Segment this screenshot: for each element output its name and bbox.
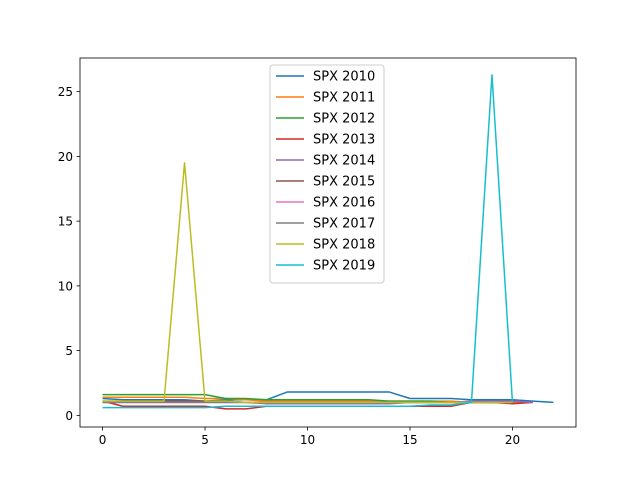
y-tick-label: 25 <box>58 85 73 99</box>
x-tick-label: 5 <box>201 433 209 447</box>
legend-label-2: SPX 2011 <box>313 91 375 106</box>
legend: SPX 2010 SPX 2011 SPX 2012 SPX 2013 SPX 2014… <box>269 64 385 284</box>
y-tick-label: 5 <box>65 344 73 358</box>
legend-label-1: SPX 2010 <box>313 70 375 85</box>
y-tick-label: 0 <box>65 409 73 423</box>
x-tick-label: 10 <box>300 433 315 447</box>
x-tick-label: 0 <box>99 433 107 447</box>
x-tick-label: 20 <box>505 433 520 447</box>
axes: 0 5 10 15 20 0 5 10 15 20 25 <box>58 57 577 447</box>
y-tick-label: 15 <box>58 215 73 229</box>
legend-label-6: SPX 2015 <box>313 175 375 190</box>
plot-lines <box>102 74 554 410</box>
legend-box <box>269 64 385 284</box>
legend-label-10: SPX 2019 <box>313 259 375 274</box>
legend-label-7: SPX 2016 <box>313 196 375 211</box>
legend-label-9: SPX 2018 <box>313 238 375 253</box>
axes-frame <box>79 57 577 428</box>
legend-label-3: SPX 2012 <box>313 112 375 127</box>
series-line-10 <box>102 74 514 409</box>
legend-label-4: SPX 2013 <box>313 133 375 148</box>
series-line-9 <box>102 162 513 404</box>
legend-label-8: SPX 2017 <box>313 217 375 232</box>
x-tick-label: 15 <box>402 433 417 447</box>
series-line-1 <box>102 391 554 404</box>
y-tick-label: 10 <box>58 279 73 293</box>
legend-label-5: SPX 2014 <box>313 154 375 169</box>
y-tick-label: 20 <box>58 150 73 164</box>
